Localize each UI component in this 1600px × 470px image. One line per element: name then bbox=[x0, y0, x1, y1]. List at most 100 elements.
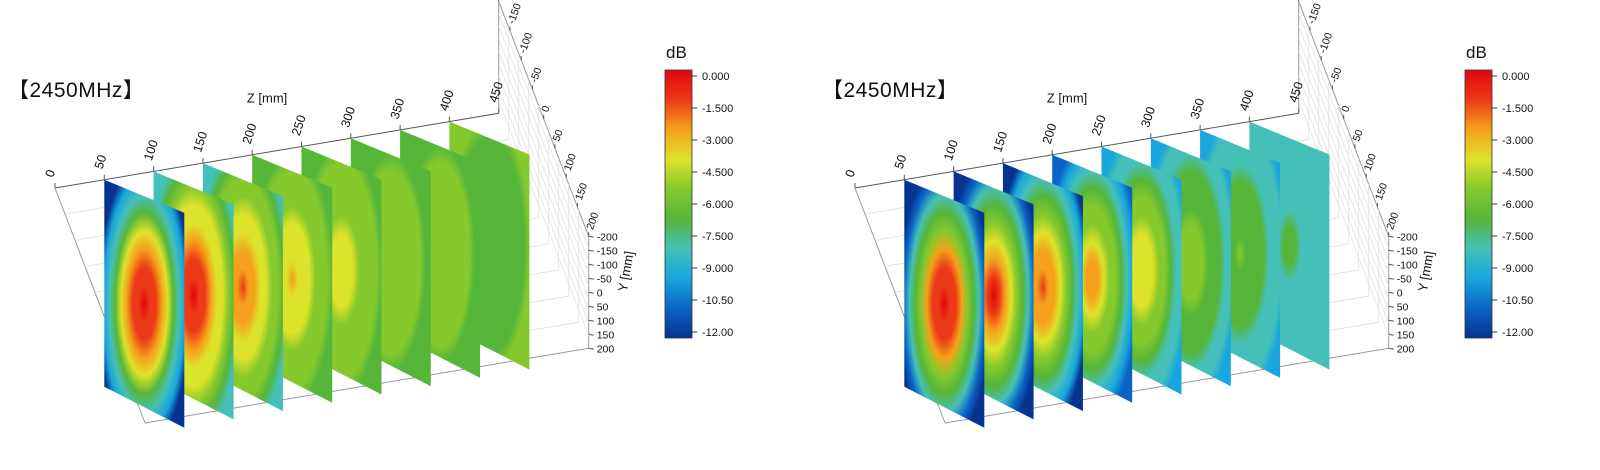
y-tick-label: 100 bbox=[1397, 315, 1415, 327]
colorbar-tick-label: -6.000 bbox=[1502, 199, 1533, 211]
colorbar-tick-label: -3.000 bbox=[1502, 135, 1533, 147]
x-tick-label: 200 bbox=[1384, 211, 1401, 232]
y-tick-mark bbox=[588, 347, 594, 350]
chart-svg-left: -200-150-100-50050100150200X [mm]-200-15… bbox=[43, 0, 733, 428]
z-axis-line bbox=[54, 112, 499, 189]
y-tick-label: -200 bbox=[1397, 231, 1418, 243]
z-tick-label: 100 bbox=[941, 138, 961, 162]
field-plane bbox=[104, 179, 185, 428]
y-tick-label: 50 bbox=[597, 301, 609, 313]
z-tick-label: 250 bbox=[1089, 113, 1109, 137]
grid-line bbox=[1298, 88, 1390, 324]
y-tick-label: 50 bbox=[1397, 301, 1409, 313]
grid-line bbox=[498, 13, 590, 249]
colorbar-tick-label: -12.00 bbox=[702, 327, 733, 339]
colorbar-tick-label: -3.000 bbox=[702, 135, 733, 147]
x-tick-label: -100 bbox=[1317, 31, 1336, 55]
grid-line bbox=[1298, 50, 1390, 287]
grid-line bbox=[498, 88, 590, 324]
y-axis-label: Y [mm] bbox=[1415, 250, 1437, 293]
colorbar-tick-label: -10.50 bbox=[702, 295, 733, 307]
z-tick-label: 350 bbox=[1188, 97, 1208, 121]
x-tick-label: -150 bbox=[505, 2, 524, 26]
colorbar-tick-label: -9.000 bbox=[1502, 263, 1533, 275]
grid-line bbox=[1298, 75, 1390, 312]
grid-line bbox=[1298, 100, 1390, 336]
y-tick-mark bbox=[588, 263, 594, 266]
y-tick-mark bbox=[1388, 235, 1394, 238]
x-tick-label: 0 bbox=[1339, 104, 1352, 114]
y-tick-label: -50 bbox=[597, 273, 612, 285]
y-tick-label: 150 bbox=[1397, 329, 1415, 341]
panel-label: 【2450MHz】 bbox=[8, 79, 145, 102]
y-tick-label: 100 bbox=[597, 315, 615, 327]
colorbar-gradient bbox=[1464, 69, 1493, 339]
x-tick-label: -50 bbox=[1328, 66, 1345, 85]
z-tick-label: 0 bbox=[43, 168, 58, 179]
grid-line bbox=[498, 50, 590, 287]
y-tick-mark bbox=[1388, 305, 1394, 308]
colorbar-tick-label: -6.000 bbox=[702, 199, 733, 211]
x-tick-label: 100 bbox=[1362, 152, 1379, 173]
grid-line bbox=[498, 26, 590, 262]
y-tick-label: -100 bbox=[1397, 259, 1418, 271]
z-axis-label: Z [mm] bbox=[247, 91, 287, 106]
y-tick-mark bbox=[1388, 291, 1394, 294]
colorbar-tick-label: -7.500 bbox=[1502, 231, 1533, 243]
y-tick-label: 200 bbox=[597, 343, 615, 355]
z-tick-label: 200 bbox=[240, 122, 260, 146]
y-tick-mark bbox=[1388, 347, 1394, 350]
y-tick-mark bbox=[588, 291, 594, 294]
y-tick-mark bbox=[588, 319, 594, 322]
y-tick-mark bbox=[588, 249, 594, 252]
y-tick-mark bbox=[1388, 333, 1394, 336]
z-tick-label: 100 bbox=[141, 138, 161, 162]
field-plane bbox=[904, 179, 985, 428]
z-axis-label: Z [mm] bbox=[1047, 91, 1087, 106]
y-tick-mark bbox=[588, 277, 594, 280]
y-tick-label: -150 bbox=[597, 245, 618, 257]
x-tick-label: 150 bbox=[573, 181, 590, 202]
x-tick-label: -100 bbox=[517, 31, 536, 55]
colorbar-tick-label: -12.00 bbox=[1502, 327, 1533, 339]
y-tick-mark bbox=[1388, 319, 1394, 322]
z-tick-label: 200 bbox=[1040, 122, 1060, 146]
y-tick-label: 200 bbox=[1397, 343, 1415, 355]
y-tick-label: -150 bbox=[1397, 245, 1418, 257]
z-tick-label: 250 bbox=[289, 113, 309, 137]
x-tick-label: 0 bbox=[539, 104, 552, 114]
x-tick-label: -50 bbox=[528, 66, 545, 85]
z-tick-label: 150 bbox=[990, 130, 1010, 154]
z-tick-label: 450 bbox=[486, 80, 506, 104]
chart-panel-right: 【2450MHz】 -200-150-100-50050100150200X [… bbox=[800, 0, 1600, 470]
x-tick-label: 100 bbox=[562, 152, 579, 173]
z-tick-label: 50 bbox=[892, 153, 910, 171]
colorbar-tick-label: -10.50 bbox=[1502, 295, 1533, 307]
grid-line bbox=[1298, 38, 1390, 274]
z-tick-label: 400 bbox=[1237, 88, 1257, 112]
grid-line bbox=[498, 63, 590, 299]
x-tick-label: 50 bbox=[1350, 128, 1365, 143]
y-tick-mark bbox=[588, 235, 594, 238]
colorbar-unit: dB bbox=[1466, 43, 1487, 62]
colorbar-unit: dB bbox=[666, 43, 687, 62]
x-tick-label: 200 bbox=[584, 211, 601, 232]
y-tick-mark bbox=[588, 305, 594, 308]
grid-line bbox=[498, 75, 590, 312]
grid-line bbox=[498, 38, 590, 274]
z-tick-label: 400 bbox=[437, 88, 457, 112]
x-tick-label: 150 bbox=[1373, 181, 1390, 202]
colorbar-tick-label: -7.500 bbox=[702, 231, 733, 243]
colorbar-gradient bbox=[664, 69, 693, 339]
colorbar-tick-label: -9.000 bbox=[702, 263, 733, 275]
colorbar-tick-label: -1.500 bbox=[702, 103, 733, 115]
x-tick-label: 50 bbox=[550, 128, 565, 143]
x-tick-label: -150 bbox=[1305, 2, 1324, 26]
chart-panel-left: 【2450MHz】 -200-150-100-50050100150200X [… bbox=[8, 0, 733, 428]
z-tick-label: 300 bbox=[338, 105, 358, 129]
z-tick-label: 150 bbox=[190, 130, 210, 154]
z-tick-label: 300 bbox=[1138, 105, 1158, 129]
y-tick-mark bbox=[588, 333, 594, 336]
colorbar-tick-label: 0.000 bbox=[1502, 71, 1530, 83]
panel-label: 【2450MHz】 bbox=[822, 79, 959, 102]
